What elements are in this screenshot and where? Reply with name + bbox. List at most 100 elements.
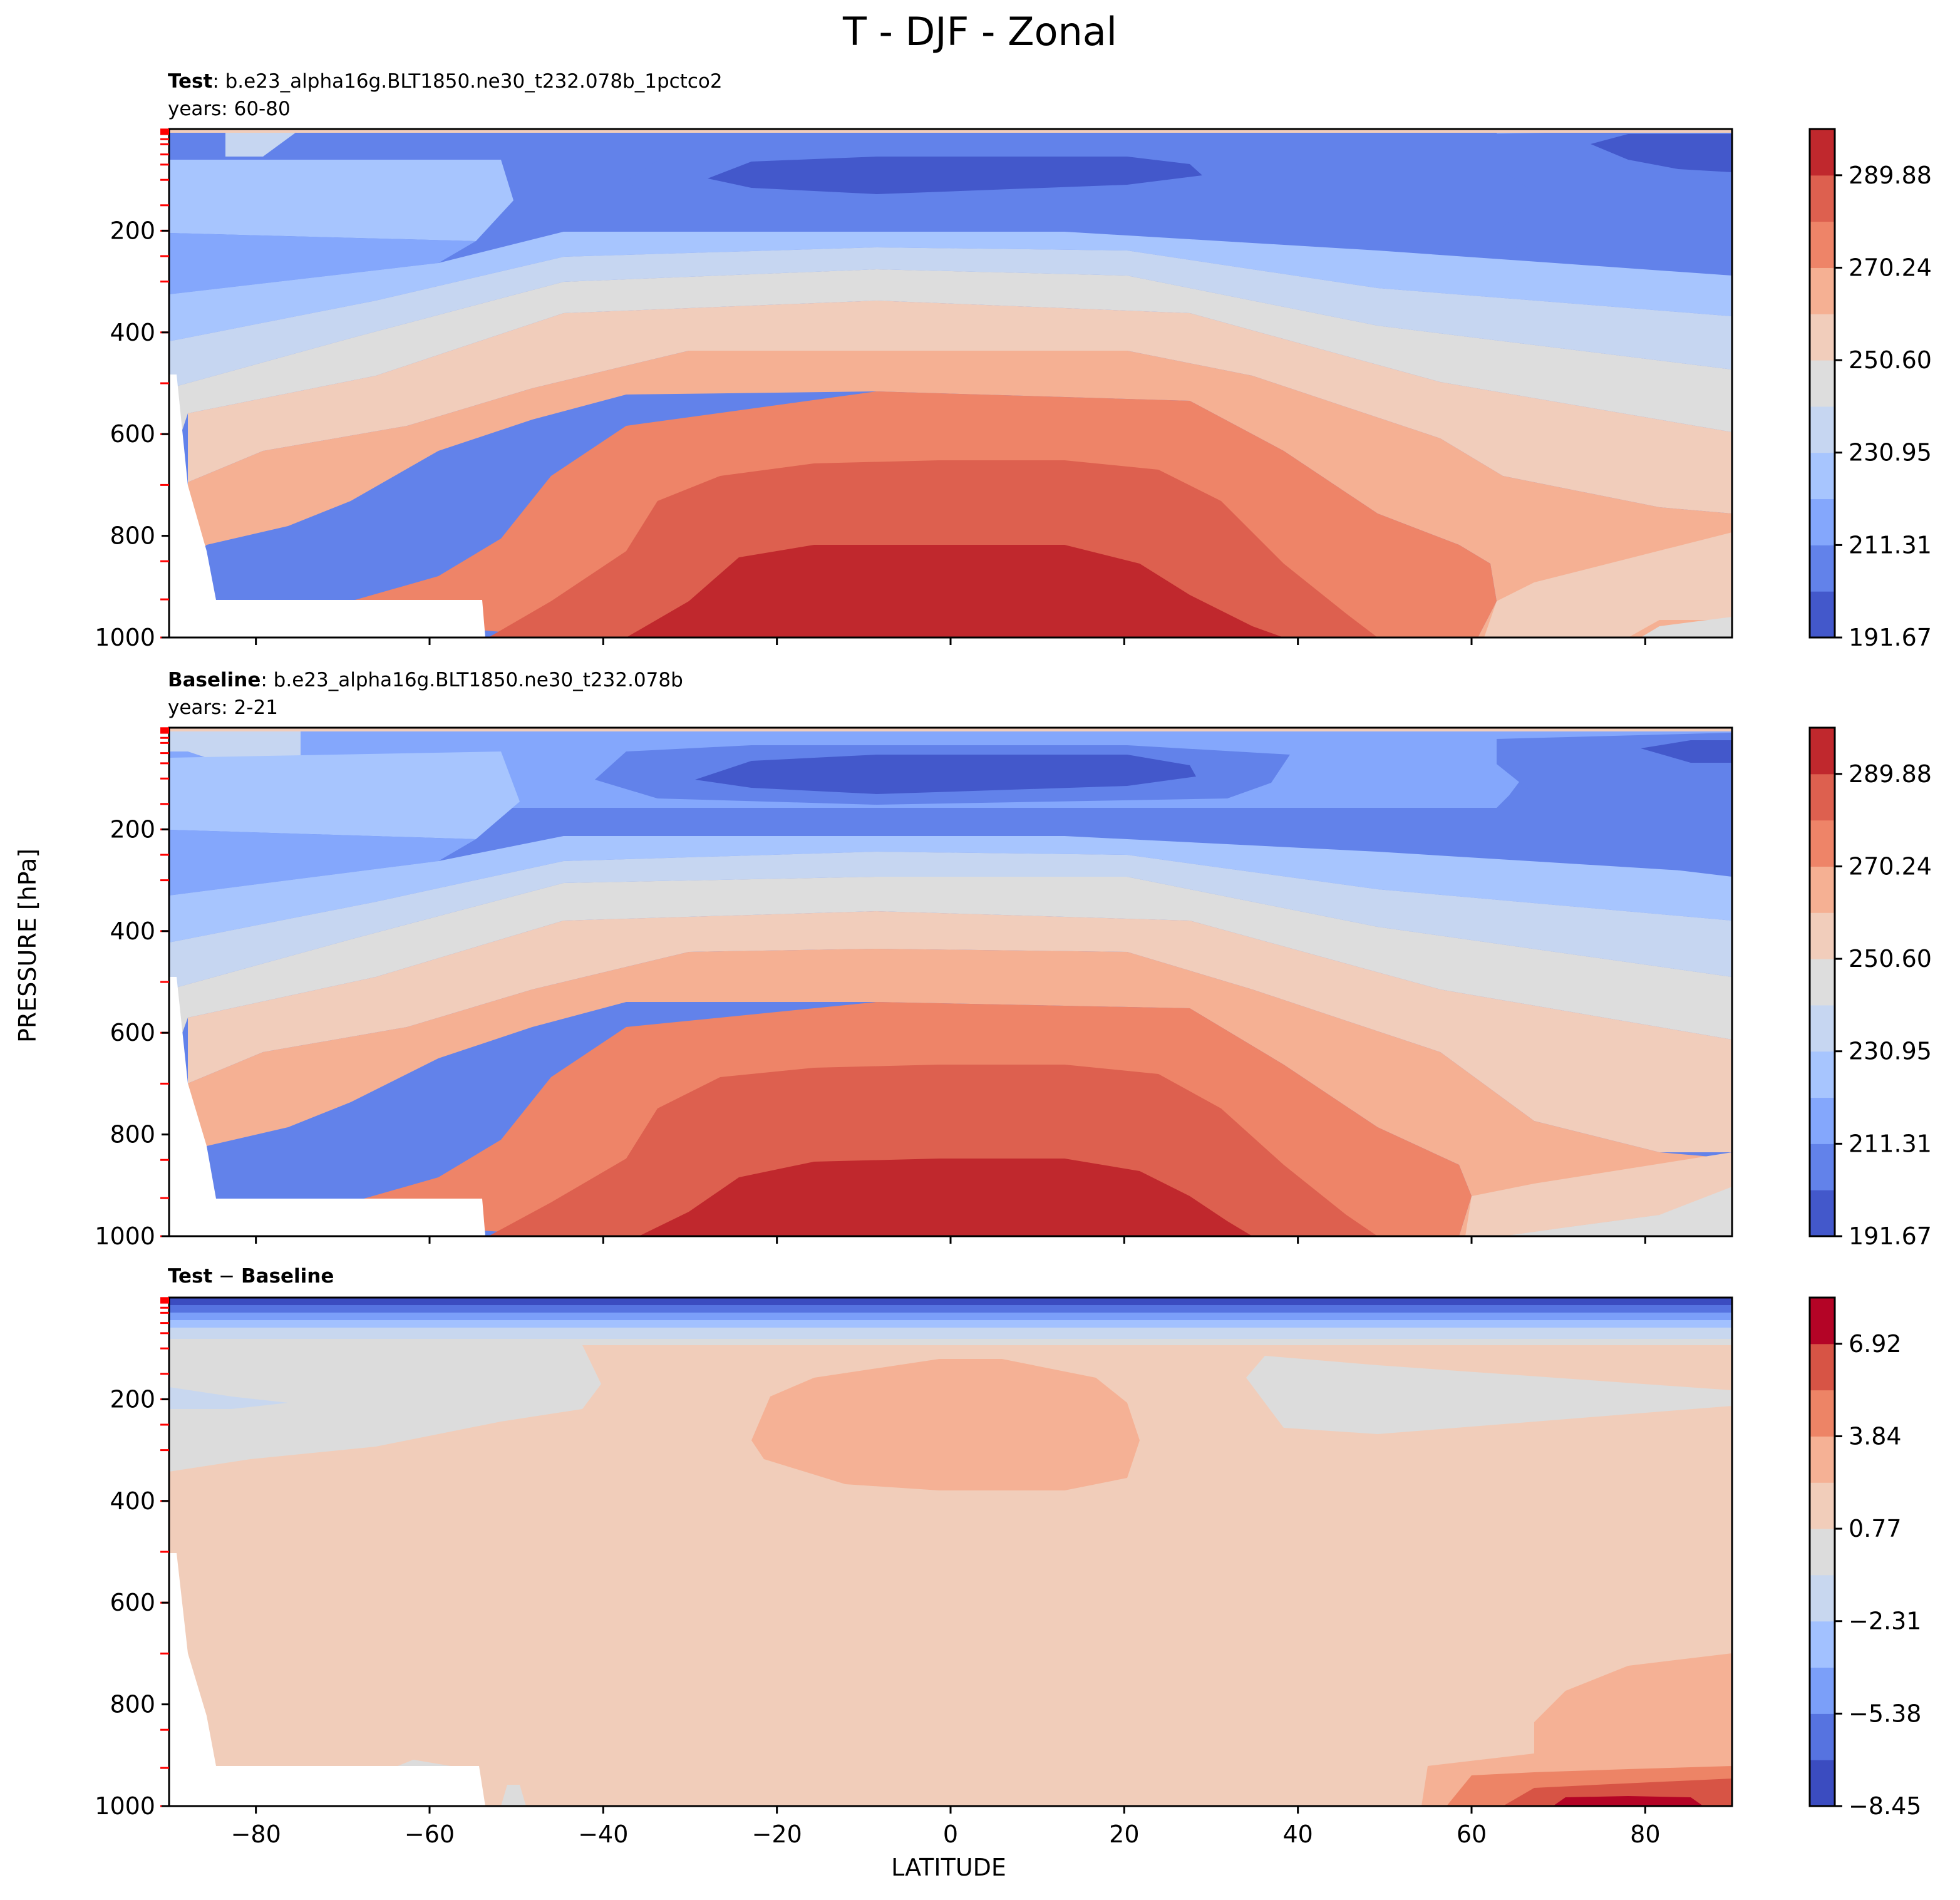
y-tick-label: 200 — [110, 217, 155, 244]
panel-title-diff-mid: − — [212, 1265, 242, 1288]
y-tick-label: 1000 — [95, 624, 155, 651]
y-tick-label: 200 — [110, 815, 155, 843]
colorbar-segment — [1810, 1390, 1835, 1437]
colorbar-segment — [1810, 773, 1835, 821]
y-tick-label: 1000 — [95, 1222, 155, 1250]
colorbar-segment — [1810, 452, 1835, 500]
colorbar-tick-label: 230.95 — [1849, 439, 1932, 467]
colorbar-frame — [1808, 128, 1836, 639]
x-tick-label: 60 — [1457, 1820, 1487, 1848]
colorbar-segment — [1810, 1097, 1835, 1144]
axes-diff: 200 400 600 800 1000 −80 −60 −40 −20 0 20 40 60 80 — [95, 1297, 1661, 1848]
colorbar-tick-label: −5.38 — [1849, 1700, 1921, 1727]
x-tick-label: −20 — [752, 1820, 802, 1848]
colorbar-segment — [1810, 129, 1835, 176]
colorbar-segment — [1810, 912, 1835, 959]
y-axis-label: PRESSURE [hPa] — [14, 848, 41, 1043]
colorbar-segment — [1810, 314, 1835, 361]
x-tick-label: 20 — [1109, 1820, 1139, 1848]
panel-title-baseline-rest: : b.e23_alpha16g.BLT1850.ne30_t232.078b — [260, 669, 683, 691]
colorbar-segment — [1810, 545, 1835, 592]
colorbar-segment — [1810, 1190, 1835, 1237]
colorbar-frame — [1808, 726, 1836, 1237]
colorbar-tick-label: 270.24 — [1849, 852, 1932, 880]
colorbar-tick-label: 289.88 — [1849, 162, 1932, 189]
colorbar-tick-label: 250.60 — [1849, 346, 1932, 374]
panel-title-test: Test: b.e23_alpha16g.BLT1850.ne30_t232.0… — [168, 68, 723, 123]
contour-fill-test — [169, 129, 1732, 638]
colorbar-segment — [1810, 728, 1835, 775]
colorbar-segment — [1810, 1482, 1835, 1529]
x-tick-label: 0 — [943, 1820, 958, 1848]
x-tick-label: −80 — [231, 1820, 281, 1848]
x-tick-label: 80 — [1630, 1820, 1660, 1848]
axes-test: 200 400 600 800 1000 — [95, 128, 1646, 651]
y-tick-label: 800 — [110, 1121, 155, 1149]
panel-test: 200 400 600 800 1000 — [95, 128, 1733, 651]
y-tick-label: 600 — [110, 1019, 155, 1046]
x-tick-label: 40 — [1282, 1820, 1313, 1848]
colorbar-segment — [1810, 175, 1835, 222]
contour-fill-diff — [169, 1298, 1732, 1806]
colorbar-segment — [1810, 1144, 1835, 1190]
colorbar-segment — [1810, 1574, 1835, 1622]
panel-title-diff-bold: Test — [168, 1265, 213, 1288]
colorbars: 191.67 211.31 230.95 250.60 270.24 289.88 191.… — [1808, 128, 1932, 1820]
x-tick-label: −40 — [578, 1820, 628, 1848]
colorbar-segment — [1810, 498, 1835, 545]
panel-title-diff-bold2: Baseline — [241, 1265, 334, 1288]
colorbar-segment — [1810, 221, 1835, 268]
y-tick-label: 200 — [110, 1385, 155, 1413]
colorbar-segment — [1810, 1713, 1835, 1760]
colorbar-tick-label: −8.45 — [1849, 1792, 1921, 1820]
y-tick-label: 600 — [110, 1589, 155, 1616]
colorbar-tick-label: 289.88 — [1849, 760, 1932, 788]
x-axis-label: LATITUDE — [891, 1854, 1006, 1881]
colorbar-segment — [1810, 1529, 1835, 1576]
panel-title-baseline: Baseline: b.e23_alpha16g.BLT1850.ne30_t2… — [168, 666, 683, 721]
panel-subtitle-baseline: years: 2-21 — [168, 696, 278, 719]
colorbar-segment — [1810, 591, 1835, 638]
colorbar-segment — [1810, 1436, 1835, 1483]
colorbar-tick-label: 6.92 — [1849, 1330, 1902, 1358]
y-tick-label: 800 — [110, 522, 155, 550]
colorbar-segment — [1810, 1004, 1835, 1052]
colorbar-tick-label: 191.67 — [1849, 624, 1932, 651]
colorbar-tick-label: 250.60 — [1849, 945, 1932, 973]
axes-baseline: 200 400 600 800 1000 — [95, 727, 1646, 1250]
panel-title-test-bold: Test — [168, 70, 213, 93]
colorbar-tick-label: 3.84 — [1849, 1422, 1902, 1450]
colorbar-segment — [1810, 360, 1835, 407]
colorbar-segment — [1810, 820, 1835, 867]
panel-diff: 200 400 600 800 1000 −80 −60 −40 −20 0 20 40 60 80 — [95, 1296, 1733, 1848]
y-tick-label: 400 — [110, 917, 155, 945]
colorbar-tick-label: 0.77 — [1849, 1515, 1902, 1542]
contour-fill-baseline — [169, 728, 1732, 1236]
colorbar-frame — [1808, 1296, 1836, 1807]
x-tick-label: −60 — [405, 1820, 455, 1848]
colorbar-tick-label: 230.95 — [1849, 1038, 1932, 1065]
colorbar-tick-label: 191.67 — [1849, 1222, 1932, 1250]
colorbar-segment — [1810, 1051, 1835, 1098]
figure-title: T - DJF - Zonal — [842, 9, 1118, 54]
y-tick-label: 1000 — [95, 1792, 155, 1820]
panel-subtitle-test: years: 60-80 — [168, 98, 291, 120]
colorbar-tick-label: −2.31 — [1849, 1608, 1921, 1635]
colorbar-segment — [1810, 1667, 1835, 1714]
panel-title-test-rest: : b.e23_alpha16g.BLT1850.ne30_t232.078b_… — [212, 70, 723, 93]
colorbar-tick-label: 270.24 — [1849, 254, 1932, 281]
y-tick-label: 400 — [110, 319, 155, 346]
y-tick-label: 600 — [110, 420, 155, 448]
panel-baseline: 200 400 600 800 1000 — [95, 726, 1733, 1250]
colorbar-tick-label: 211.31 — [1849, 1130, 1932, 1157]
colorbar-segment — [1810, 866, 1835, 913]
colorbar-segment — [1810, 1621, 1835, 1668]
colorbar-segment — [1810, 1298, 1835, 1345]
panel-title-baseline-bold: Baseline — [168, 669, 261, 691]
colorbar-segment — [1810, 959, 1835, 1006]
colorbar-segment — [1810, 406, 1835, 453]
y-tick-label: 800 — [110, 1691, 155, 1718]
colorbar-segment — [1810, 267, 1835, 314]
panel-title-diff: Test − Baseline — [168, 1262, 334, 1290]
